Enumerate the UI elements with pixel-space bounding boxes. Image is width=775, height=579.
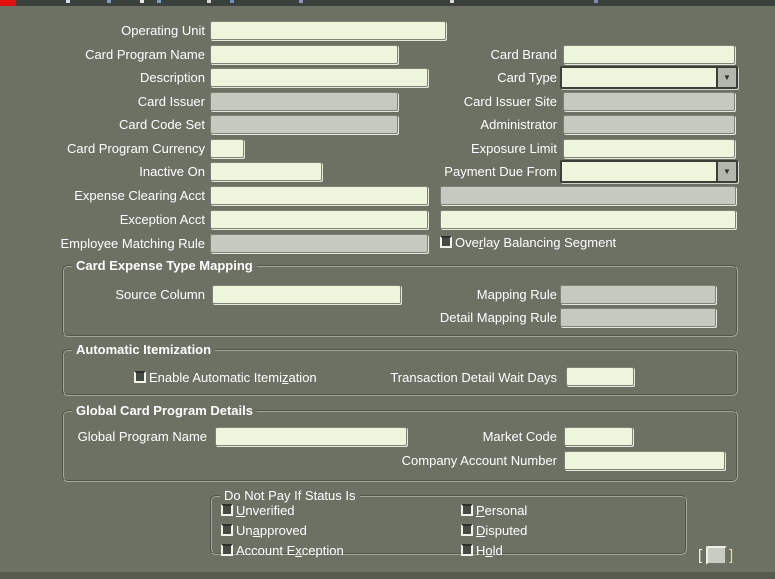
description-label: Description bbox=[139, 70, 205, 85]
card-program-name-field[interactable] bbox=[210, 45, 398, 64]
card-program-currency-field[interactable] bbox=[210, 139, 244, 158]
toolbar-icon-fragment bbox=[450, 0, 454, 3]
flexfield-open-bracket: [ bbox=[698, 547, 703, 564]
toolbar-icon-fragment bbox=[230, 0, 234, 3]
toolbar-icon-fragment bbox=[299, 0, 303, 3]
exposure-limit-label: Exposure Limit bbox=[471, 141, 557, 156]
automatic-itemization-frame: Automatic Itemization bbox=[62, 343, 738, 396]
global-program-name-field[interactable] bbox=[215, 427, 407, 446]
card-expense-type-mapping-frame: Card Expense Type Mapping bbox=[62, 259, 738, 337]
employee-matching-rule-field[interactable] bbox=[210, 234, 428, 253]
card-issuer-field[interactable] bbox=[210, 92, 398, 111]
market-code-field[interactable] bbox=[564, 427, 633, 446]
toolbar-red-icon-fragment bbox=[0, 0, 16, 6]
source-column-field[interactable] bbox=[212, 285, 401, 304]
do-not-pay-frame: Do Not Pay If Status Is bbox=[210, 489, 687, 555]
toolbar-icon-fragment bbox=[594, 0, 598, 3]
payment-due-from-label: Payment Due From bbox=[444, 164, 557, 179]
payment-due-from-dropdown[interactable]: ▼ bbox=[560, 160, 738, 183]
toolbar-icon-fragment bbox=[107, 0, 111, 3]
card-program-currency-label: Card Program Currency bbox=[67, 141, 205, 156]
company-account-number-label: Company Account Number bbox=[401, 453, 557, 468]
global-card-program-details-frame: Global Card Program Details bbox=[62, 404, 738, 482]
exception-acct-description-field[interactable] bbox=[440, 210, 736, 229]
card-brand-field[interactable] bbox=[563, 45, 735, 64]
toolbar-icon-fragment bbox=[157, 0, 161, 3]
account-exception-label: Account Exception bbox=[236, 543, 344, 558]
card-issuer-site-field[interactable] bbox=[563, 92, 735, 111]
exception-acct-label: Exception Acct bbox=[119, 212, 205, 227]
operating-unit-field[interactable] bbox=[210, 21, 446, 40]
section-title: Do Not Pay If Status Is bbox=[224, 488, 356, 503]
card-program-name-label: Card Program Name bbox=[85, 47, 205, 62]
bottom-strip bbox=[0, 572, 775, 579]
card-brand-label: Card Brand bbox=[490, 47, 557, 62]
card-code-set-label: Card Code Set bbox=[119, 117, 205, 132]
description-field[interactable] bbox=[210, 68, 428, 87]
toolbar-icon-fragment bbox=[207, 0, 211, 3]
unverified-label: Unverified bbox=[236, 503, 295, 518]
personal-checkbox[interactable] bbox=[461, 504, 473, 516]
personal-label: Personal bbox=[476, 503, 528, 518]
hold-label: Hold bbox=[476, 543, 503, 558]
administrator-field[interactable] bbox=[563, 115, 735, 134]
unapproved-label: Unapproved bbox=[236, 523, 307, 538]
expense-clearing-acct-label: Expense Clearing Acct bbox=[74, 188, 205, 203]
chevron-down-icon[interactable]: ▼ bbox=[716, 68, 736, 87]
detail-mapping-rule-field[interactable] bbox=[560, 308, 716, 327]
exposure-limit-field[interactable] bbox=[563, 139, 735, 158]
transaction-detail-wait-days-field[interactable] bbox=[566, 367, 634, 386]
unapproved-checkbox[interactable] bbox=[221, 524, 233, 536]
chevron-down-icon[interactable]: ▼ bbox=[716, 162, 736, 181]
toolbar-icon-fragment bbox=[66, 0, 70, 3]
hold-checkbox[interactable] bbox=[461, 544, 473, 556]
section-title: Global Card Program Details bbox=[76, 403, 253, 418]
operating-unit-label: Operating Unit bbox=[121, 23, 205, 38]
enable-automatic-itemization-checkbox[interactable] bbox=[134, 371, 146, 383]
inactive-on-label: Inactive On bbox=[139, 164, 205, 179]
exception-acct-field[interactable] bbox=[210, 210, 428, 229]
section-title: Automatic Itemization bbox=[76, 342, 212, 357]
overlay-balancing-segment-checkbox[interactable] bbox=[440, 236, 452, 248]
inactive-on-field[interactable] bbox=[210, 162, 322, 181]
company-account-number-field[interactable] bbox=[564, 451, 725, 470]
expense-clearing-acct-field[interactable] bbox=[210, 186, 428, 205]
expense-clearing-acct-description-field[interactable] bbox=[440, 186, 736, 205]
source-column-label: Source Column bbox=[115, 287, 205, 302]
detail-mapping-rule-label: Detail Mapping Rule bbox=[439, 310, 557, 325]
overlay-balancing-segment-label: Overlay Balancing Segment bbox=[455, 235, 617, 250]
card-issuer-label: Card Issuer bbox=[137, 94, 205, 109]
card-type-label: Card Type bbox=[497, 70, 557, 85]
mapping-rule-label: Mapping Rule bbox=[476, 287, 557, 302]
card-issuer-site-label: Card Issuer Site bbox=[463, 94, 557, 109]
disputed-checkbox[interactable] bbox=[461, 524, 473, 536]
section-title: Card Expense Type Mapping bbox=[76, 258, 253, 273]
account-exception-checkbox[interactable] bbox=[221, 544, 233, 556]
employee-matching-rule-label: Employee Matching Rule bbox=[60, 236, 205, 251]
enable-automatic-itemization-label: Enable Automatic Itemization bbox=[149, 370, 317, 385]
administrator-label: Administrator bbox=[480, 117, 557, 132]
transaction-detail-wait-days-label: Transaction Detail Wait Days bbox=[390, 370, 557, 385]
global-program-name-label: Global Program Name bbox=[77, 429, 207, 444]
card-code-set-field[interactable] bbox=[210, 115, 398, 134]
flexfield-close-bracket: ] bbox=[729, 547, 734, 564]
mapping-rule-field[interactable] bbox=[560, 285, 716, 304]
flexfield-button[interactable] bbox=[706, 546, 727, 565]
market-code-label: Market Code bbox=[482, 429, 557, 444]
disputed-label: Disputed bbox=[476, 523, 528, 538]
card-type-dropdown[interactable]: ▼ bbox=[560, 66, 738, 89]
toolbar-icon-fragment bbox=[140, 0, 144, 3]
toolbar-strip bbox=[0, 0, 775, 6]
unverified-checkbox[interactable] bbox=[221, 504, 233, 516]
